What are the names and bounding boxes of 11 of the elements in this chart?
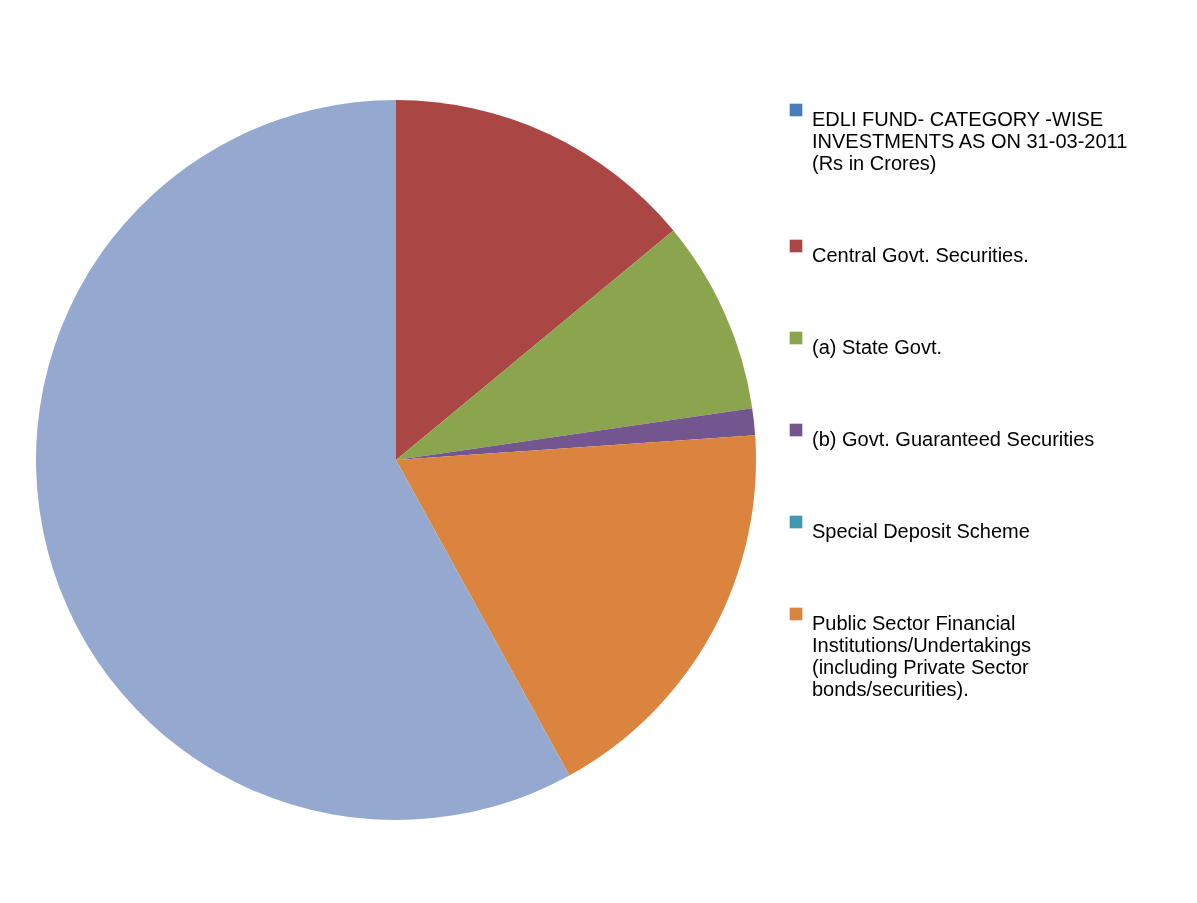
legend-label: EDLI FUND- CATEGORY -WISE INVESTMENTS AS ON 31-03-2011 (Rs in Crores) [812,108,1128,174]
legend-label: (a) State Govt. [812,336,943,358]
legend-label: Central Govt. Securities. [812,244,1029,266]
legend-label: Special Deposit Scheme [812,520,1030,542]
legend-label: Public Sector Financial Institutions/Undertakings (including Private Sector bonds/securities). [812,612,1032,700]
pie-slice [36,100,570,820]
pie-slice [396,408,756,460]
legend-label: (b) Govt. Guaranteed Securities [812,428,1095,450]
pie-slice [396,100,674,460]
pie-slice [396,230,753,460]
pie-slice [396,435,756,776]
